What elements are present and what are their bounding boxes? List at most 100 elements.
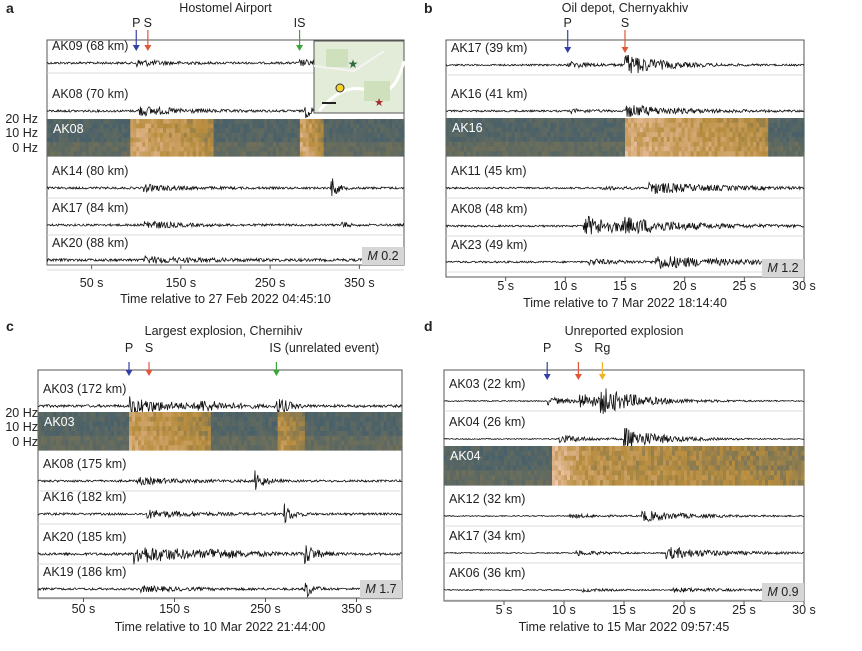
map-star-green: ★	[348, 57, 359, 71]
spectrogram-cell	[250, 421, 254, 427]
spectrogram-cell	[681, 141, 686, 148]
spectrogram-cell	[195, 416, 200, 423]
spectrogram-cell	[153, 412, 157, 418]
spectrogram-cell	[717, 470, 721, 476]
spectrogram-cell	[247, 435, 251, 442]
spectrogram-cell	[564, 446, 568, 452]
spectrogram-cell	[311, 426, 315, 432]
spectrogram-cell	[279, 146, 283, 152]
spectrogram-cell	[705, 480, 709, 486]
spectrogram-cell	[714, 475, 718, 481]
spectrogram-cell	[183, 128, 188, 134]
spectrogram-cell	[253, 431, 257, 437]
spectrogram-cell	[693, 465, 697, 471]
spectrogram-cell	[792, 141, 796, 148]
spectrogram-cell	[633, 151, 638, 157]
spectrogram-cell	[174, 119, 179, 125]
spectrogram-cell	[619, 137, 623, 143]
spectrogram-cell	[702, 475, 706, 481]
spectrogram-cell	[750, 480, 754, 486]
spectrogram-cell	[753, 141, 757, 148]
spectrogram-cell	[777, 151, 781, 157]
spectrogram-cell	[729, 122, 733, 129]
spectrogram-cell	[597, 470, 601, 476]
map-location-dot	[335, 83, 345, 93]
spectrogram-cell	[453, 470, 457, 476]
spectrogram-cell	[732, 465, 736, 471]
spectrogram-cell	[150, 445, 154, 451]
spectrogram-cell	[481, 118, 486, 124]
spectrogram-cell	[389, 119, 393, 125]
spectrogram-cell	[459, 475, 463, 481]
spectrogram-cell	[795, 465, 799, 471]
spectrogram-cell	[726, 460, 730, 467]
spectrogram-cell	[56, 440, 60, 446]
spectrogram-cell	[59, 412, 63, 418]
spectrogram-cell	[771, 151, 775, 157]
spectrogram-cell	[460, 118, 465, 124]
spectrogram-cell	[466, 137, 471, 143]
spectrogram-cell	[371, 440, 376, 446]
spectrogram-cell	[290, 119, 295, 125]
spectrogram-cell	[699, 146, 704, 152]
spectrogram-cell	[101, 421, 106, 427]
spectrogram-cell	[292, 431, 297, 437]
spectrogram-cell	[756, 470, 760, 476]
spectrogram-cell	[44, 426, 48, 432]
spectrogram-cell	[151, 146, 155, 152]
spectrogram-cell	[282, 151, 286, 157]
spectrogram-cell	[798, 146, 802, 152]
spectrogram-cell	[471, 460, 475, 467]
spectrogram-cell	[765, 122, 769, 129]
spectrogram-cell	[777, 122, 781, 129]
trace-row: AK23 (49 km)	[445, 238, 805, 273]
spectrogram-cell	[711, 132, 716, 138]
spectrogram-cell	[94, 151, 99, 157]
spectrogram-cell	[585, 470, 589, 476]
spectrogram-cell	[574, 132, 578, 138]
spectrogram-cell	[657, 146, 662, 152]
spectrogram-cell	[88, 151, 93, 157]
spectrogram-cell	[553, 122, 557, 129]
spectrogram-cell	[612, 480, 616, 486]
spectrogram-cell	[568, 122, 572, 129]
spectrogram-cell	[258, 119, 262, 125]
spectrogram-cell	[374, 151, 378, 157]
spectrogram-cell	[505, 132, 510, 138]
spectrogram-cell	[344, 435, 348, 442]
spectrogram-cell	[180, 132, 185, 139]
spectrogram-cell	[73, 132, 78, 139]
panel-c-title: Largest explosion, Chernihiv	[144, 324, 303, 338]
spectrogram-cell	[374, 426, 379, 432]
spectrogram-cell	[353, 146, 357, 152]
spectrogram-cell	[247, 431, 251, 437]
spectrogram-cell	[681, 122, 686, 129]
spectrogram-cell	[762, 455, 766, 462]
spectrogram-cell	[112, 151, 117, 157]
spectrogram-cell	[389, 431, 394, 437]
spectrogram-cell	[774, 450, 778, 457]
spectrogram-cell	[177, 445, 182, 451]
spectrogram-cell	[798, 480, 802, 486]
spectrogram-cell	[636, 146, 641, 152]
spectrogram-cell	[159, 426, 163, 432]
spectrogram-cell	[225, 123, 230, 129]
spectrogram-cell	[56, 416, 60, 423]
spectrogram-cell	[314, 440, 318, 446]
spectrogram-cell	[492, 470, 496, 476]
spectrogram-cell	[326, 416, 330, 423]
spectrogram-cell	[85, 151, 90, 157]
spectrogram-cell	[356, 137, 360, 143]
spectrogram-cell	[240, 123, 244, 129]
spectrogram-cell	[98, 431, 103, 437]
spectrogram-cell	[786, 141, 790, 148]
spectrogram-cell	[362, 421, 367, 427]
spectrogram-cell	[106, 137, 111, 143]
spectrogram-cell	[768, 460, 772, 467]
spectrogram-cell	[240, 137, 244, 143]
spectrogram-cell	[50, 440, 54, 446]
spectrogram-cell	[368, 137, 372, 143]
spectrogram-cell	[332, 123, 337, 129]
spectrogram-cell	[699, 446, 703, 452]
spectrogram-cell	[147, 445, 151, 451]
